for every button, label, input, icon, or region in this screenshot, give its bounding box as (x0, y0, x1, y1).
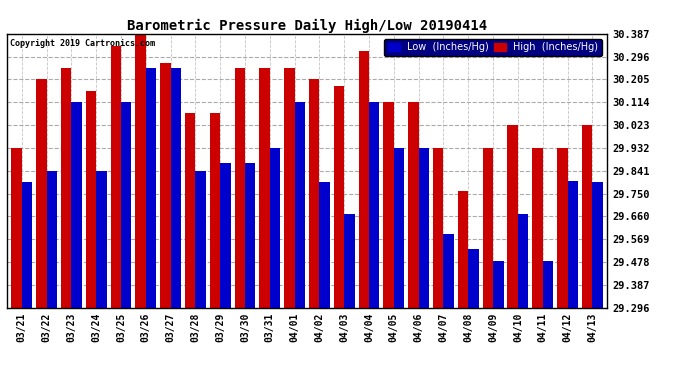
Bar (483, 148, 493, 308)
Bar (344, 214, 355, 308)
Bar (419, 148, 429, 308)
Bar (36, 80, 47, 308)
Bar (369, 102, 380, 308)
Text: Copyright 2019 Cartronics.com: Copyright 2019 Cartronics.com (10, 39, 155, 48)
Bar (394, 148, 404, 308)
Bar (458, 191, 469, 308)
Bar (47, 171, 57, 308)
Bar (518, 214, 529, 308)
Bar (582, 125, 592, 308)
Bar (22, 182, 32, 308)
Bar (259, 68, 270, 308)
Bar (86, 91, 96, 308)
Bar (319, 182, 330, 308)
Title: Barometric Pressure Daily High/Low 20190414: Barometric Pressure Daily High/Low 20190… (127, 18, 487, 33)
Bar (557, 148, 567, 308)
Bar (284, 68, 295, 308)
Bar (592, 182, 603, 308)
Bar (444, 234, 454, 308)
Bar (135, 34, 146, 308)
Bar (220, 164, 230, 308)
Bar (384, 102, 394, 308)
Bar (270, 148, 280, 308)
Bar (469, 249, 479, 308)
Bar (146, 68, 156, 308)
Bar (195, 171, 206, 308)
Bar (507, 125, 518, 308)
Bar (121, 102, 131, 308)
Bar (185, 113, 195, 308)
Bar (170, 68, 181, 308)
Bar (61, 68, 71, 308)
Bar (110, 45, 121, 308)
Bar (96, 171, 107, 308)
Legend: Low  (Inches/Hg), High  (Inches/Hg): Low (Inches/Hg), High (Inches/Hg) (384, 39, 602, 56)
Bar (433, 148, 444, 308)
Bar (71, 102, 82, 308)
Bar (210, 113, 220, 308)
Bar (493, 261, 504, 308)
Bar (334, 86, 344, 308)
Bar (245, 164, 255, 308)
Bar (408, 102, 419, 308)
Bar (543, 261, 553, 308)
Bar (532, 148, 543, 308)
Bar (359, 51, 369, 308)
Bar (235, 68, 245, 308)
Bar (567, 181, 578, 308)
Bar (160, 63, 170, 308)
Bar (309, 80, 319, 308)
Bar (295, 102, 305, 308)
Bar (11, 148, 22, 308)
